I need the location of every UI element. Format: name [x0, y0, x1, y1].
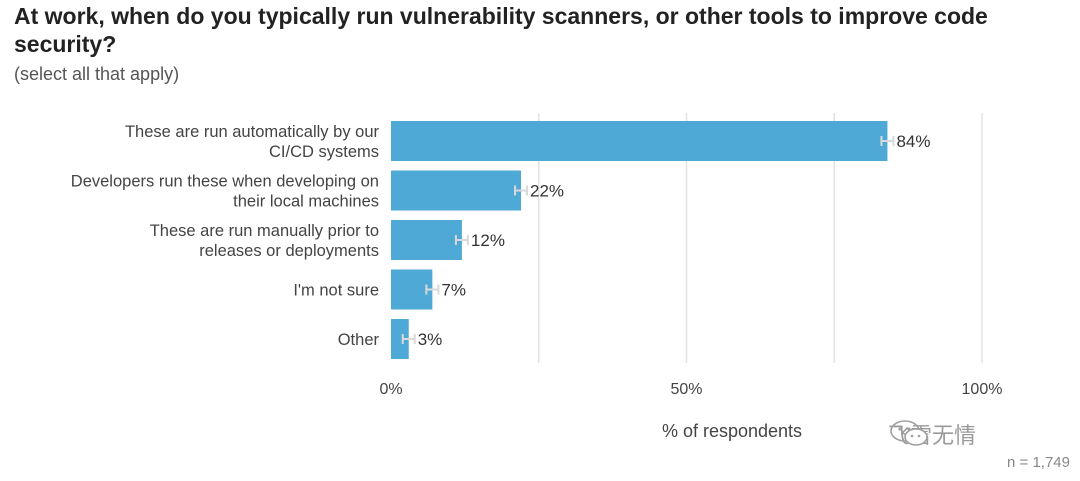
bar — [391, 170, 522, 211]
data-label: 84% — [896, 132, 930, 151]
category-label: These are run manually prior to — [150, 222, 379, 240]
category-label: I'm not sure — [293, 282, 379, 300]
x-tick-label: 50% — [670, 381, 702, 398]
bar — [391, 220, 462, 260]
watermark: 飞雪无情 — [888, 418, 976, 450]
x-axis-title: % of respondents — [662, 421, 802, 441]
category-label: Other — [338, 331, 380, 349]
data-label: 3% — [418, 330, 443, 349]
chart-title: At work, when do you typically run vulne… — [14, 3, 988, 57]
bar — [391, 121, 888, 161]
data-label: 22% — [530, 182, 564, 201]
category-label: Developers run these when developing on — [71, 173, 379, 191]
category-label: releases or deployments — [199, 242, 379, 260]
category-label: CI/CD systems — [269, 143, 379, 161]
watermark-text: 飞雪无情 — [888, 424, 977, 449]
category-label: These are run automatically by our — [125, 123, 380, 141]
x-tick-label: 0% — [379, 381, 402, 398]
chart-subtitle: (select all that apply) — [14, 64, 180, 84]
bar — [391, 319, 409, 359]
category-label: their local machines — [233, 193, 379, 211]
sample-size-label: n = 1,749 — [1007, 454, 1070, 471]
wechat-icon — [890, 420, 928, 446]
data-label: 12% — [471, 231, 505, 250]
x-tick-label: 100% — [962, 381, 1003, 398]
data-label: 7% — [441, 281, 466, 300]
